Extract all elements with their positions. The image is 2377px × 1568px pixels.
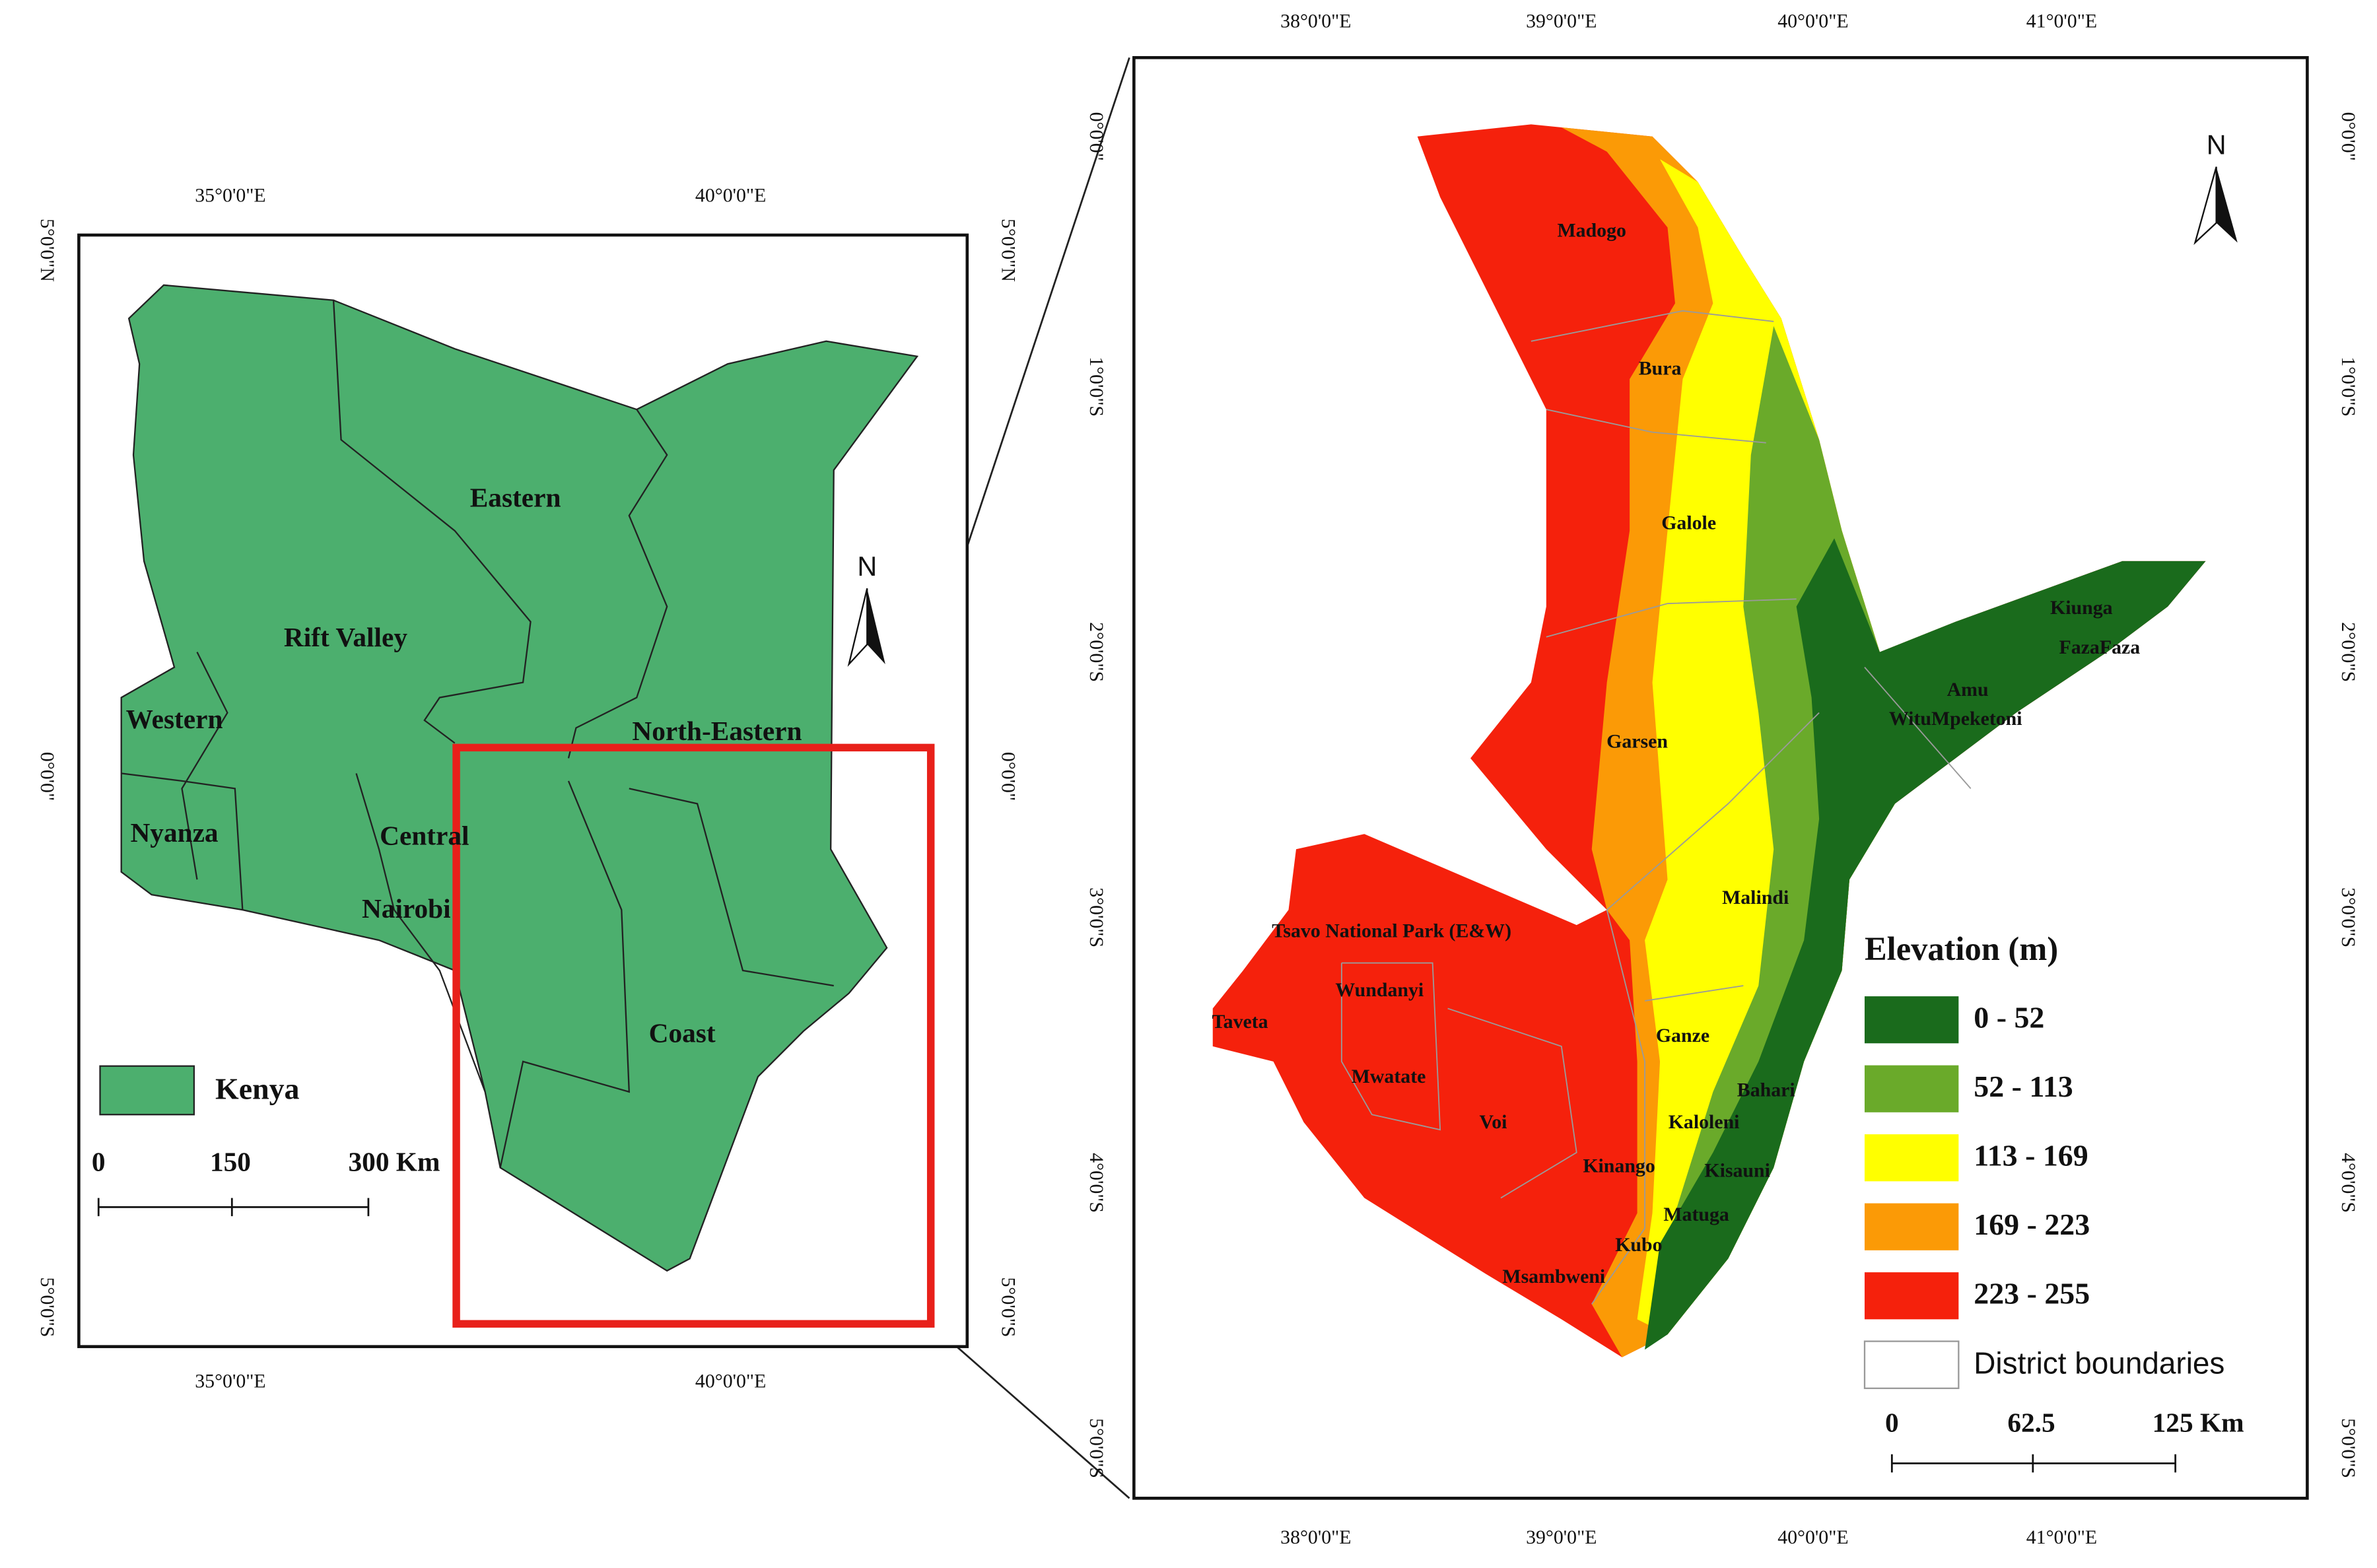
scale-label: 125 Km: [2153, 1408, 2244, 1438]
legend-swatch: [1863, 1340, 1960, 1389]
legend: 0 - 52 52 - 113 113 - 169 169 - 223 223 - 25…: [1863, 996, 2224, 1389]
elevation-0-52: [1645, 538, 2206, 1350]
legend-swatch: [1864, 1065, 1959, 1112]
lon-label: 40°0'0"E: [1777, 10, 1848, 32]
north-arrow: [867, 588, 885, 665]
legend-label: 223 - 255: [1974, 1276, 2090, 1310]
north-label: N: [2207, 130, 2226, 160]
lon-label: 38°0'0"E: [1280, 1526, 1351, 1548]
district-label: Bahari: [1737, 1079, 1795, 1101]
lat-label: 3°0'0"S: [2337, 887, 2359, 947]
lat-label: 5°0'0"S: [998, 1277, 1019, 1337]
region-label: Western: [126, 704, 223, 734]
scale-label: 0: [1885, 1408, 1899, 1438]
inset-box: [452, 743, 935, 1328]
kenya-outline: [120, 284, 919, 1272]
north-label: N: [857, 551, 877, 582]
district-boundaries: [1340, 310, 1972, 1305]
lat-label: 3°0'0"S: [1085, 887, 1107, 947]
detail-map: 38°0'0"E 39°0'0"E 40°0'0"E 41°0'0"E 38°0…: [1085, 10, 2359, 1548]
scale-label: 0: [92, 1147, 106, 1177]
region-label: Central: [380, 821, 469, 851]
lat-label: 0°0'0": [36, 752, 58, 801]
legend-label: 169 - 223: [1974, 1208, 2090, 1241]
district-label: Amu: [1947, 679, 1989, 700]
scale-label: 150: [210, 1147, 251, 1177]
lon-label: 35°0'0"E: [195, 1371, 265, 1392]
district-label: Bura: [1639, 357, 1682, 379]
lon-label: 39°0'0"E: [1526, 10, 1597, 32]
scale-label: 300 Km: [349, 1147, 440, 1177]
lat-label: 4°0'0"S: [1085, 1153, 1107, 1213]
lat-label: 0°0'0": [998, 752, 1019, 801]
lon-label: 40°0'0"E: [695, 1371, 766, 1392]
district-label: Kinango: [1583, 1155, 1655, 1176]
north-arrow: [2216, 166, 2238, 243]
lat-label: 5°0'0"N: [36, 219, 58, 282]
legend-swatch: [1864, 996, 1959, 1044]
overview-map: 35°0'0"E 40°0'0"E 35°0'0"E 40°0'0"E 5°0'…: [36, 184, 1019, 1392]
lat-label: 2°0'0"S: [2337, 622, 2359, 682]
lon-label: 38°0'0"E: [1280, 10, 1351, 32]
district-label: WituMpeketoni: [1889, 708, 2022, 730]
connector: [930, 1323, 1130, 1499]
region-label: North-Eastern: [632, 716, 802, 746]
lon-label: 39°0'0"E: [1526, 1526, 1597, 1548]
district-label: Kiunga: [2050, 597, 2113, 619]
lat-label: 5°0'0"S: [36, 1277, 58, 1337]
district-label: Matuga: [1663, 1204, 1729, 1225]
lat-labels: 0°0'0" 0°0'0" 1°0'0"S 1°0'0"S 2°0'0"S 2°0'0"S…: [1085, 112, 2359, 1478]
legend-label: Kenya: [215, 1072, 300, 1105]
district-label: FazaFaza: [2059, 636, 2141, 658]
region-label: Nairobi: [362, 893, 451, 924]
legend-label: 113 - 169: [1974, 1138, 2088, 1172]
district-label: Galole: [1661, 512, 1716, 534]
region-label: Rift Valley: [284, 622, 407, 652]
lat-label: 4°0'0"S: [2337, 1153, 2359, 1213]
legend-label: 52 - 113: [1974, 1070, 2073, 1103]
region-label: Nyanza: [130, 817, 218, 848]
district-label: Mwatate: [1352, 1066, 1426, 1087]
district-label: Ganze: [1656, 1025, 1709, 1046]
scale-bar: [97, 1198, 370, 1217]
district-label: Kubo: [1615, 1234, 1662, 1256]
lon-label: 35°0'0"E: [195, 184, 265, 206]
district-label: Wundanyi: [1335, 979, 1424, 1001]
legend-label: 0 - 52: [1974, 1000, 2044, 1034]
district-label: Taveta: [1212, 1011, 1268, 1033]
legend-swatch: [1864, 1203, 1959, 1250]
legend-title: Elevation (m): [1865, 930, 2058, 967]
lon-label: 40°0'0"E: [695, 184, 766, 206]
legend-swatch: [99, 1065, 195, 1116]
lon-label: 41°0'0"E: [2026, 10, 2097, 32]
lat-label: 0°0'0": [1085, 112, 1107, 161]
lat-label: 5°0'0"N: [998, 219, 1019, 282]
lon-label: 41°0'0"E: [2026, 1526, 2097, 1548]
district-label: Malindi: [1722, 887, 1789, 908]
lat-label: 1°0'0"S: [1085, 357, 1107, 417]
lon-label: 40°0'0"E: [1777, 1526, 1848, 1548]
district-label: Msambweni: [1502, 1266, 1605, 1287]
region-label: Eastern: [470, 482, 561, 512]
district-label: Tsavo National Park (E&W): [1272, 920, 1511, 941]
scale-bar: [1890, 1454, 2177, 1473]
lat-label: 0°0'0": [2337, 112, 2359, 161]
lat-label: 1°0'0"S: [2337, 357, 2359, 417]
district-label: Garsen: [1606, 730, 1668, 752]
lat-label: 5°0'0"S: [1085, 1418, 1107, 1478]
scale-label: 62.5: [2007, 1408, 2055, 1438]
lat-label: 5°0'0"S: [2337, 1418, 2359, 1478]
district-label: Kisauni: [1704, 1159, 1770, 1181]
district-label: Voi: [1479, 1111, 1507, 1133]
lat-label: 2°0'0"S: [1085, 622, 1107, 682]
legend-label: District boundaries: [1974, 1346, 2224, 1380]
district-label: Kaloleni: [1669, 1111, 1740, 1133]
region-label: Coast: [649, 1017, 716, 1048]
legend-swatch: [1864, 1272, 1959, 1320]
district-label: Madogo: [1557, 219, 1626, 241]
legend-swatch: [1864, 1134, 1959, 1182]
